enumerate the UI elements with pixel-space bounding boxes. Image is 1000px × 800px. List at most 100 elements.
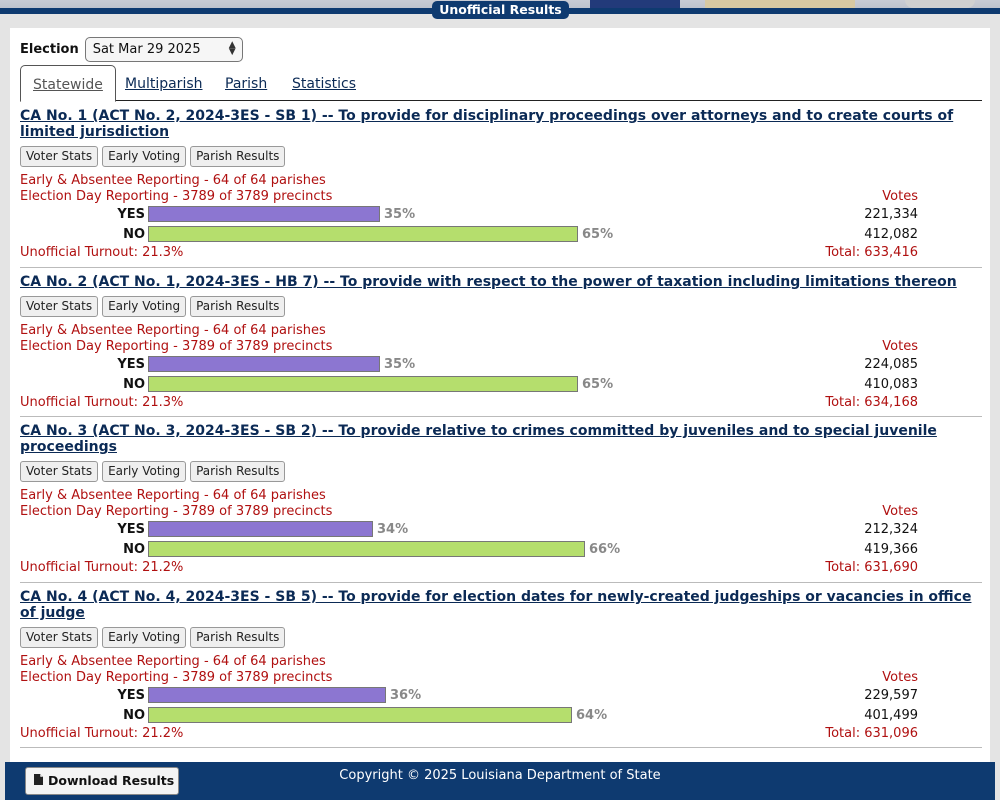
no-bar [148, 226, 578, 242]
tab-multiparish[interactable]: Multiparish [125, 76, 203, 92]
race-footer: Unofficial Turnout: 21.2% Total: 631,690 [20, 560, 982, 576]
select-arrows-icon: ▲ ▼ [228, 40, 236, 57]
election-day-reporting-status: Election Day Reporting - 3789 of 3789 pr… [20, 339, 333, 354]
race-title-link[interactable]: CA No. 2 (ACT No. 1, 2024-3ES - HB 7) --… [20, 274, 957, 290]
race-block: CA No. 2 (ACT No. 1, 2024-3ES - HB 7) --… [20, 274, 982, 411]
votes-column-header: Votes [882, 504, 918, 519]
unofficial-results-badge: Unofficial Results [432, 1, 569, 19]
turnout-text: Unofficial Turnout: 21.2% [20, 726, 184, 741]
race-title-link[interactable]: CA No. 4 (ACT No. 4, 2024-3ES - SB 5) --… [20, 589, 972, 621]
page-footer: Copyright © 2025 Louisiana Department of… [5, 762, 995, 800]
race-results: YES 36% 229,597 NO 64% 401,499 [20, 686, 982, 726]
result-row-no: NO 66% 419,366 [20, 540, 982, 560]
choice-no-label: NO [123, 708, 145, 723]
file-icon [34, 768, 44, 794]
no-votes: 412,082 [864, 227, 918, 242]
voter-stats-button[interactable]: Voter Stats [20, 461, 99, 482]
race-block: CA No. 4 (ACT No. 4, 2024-3ES - SB 5) --… [20, 589, 982, 742]
election-day-reporting-status: Election Day Reporting - 3789 of 3789 pr… [20, 504, 333, 519]
results-panel: Election Sat Mar 29 2025 ▲ ▼ Statewide Mu… [10, 28, 990, 762]
yes-percent: 34% [377, 522, 409, 537]
no-votes: 410,083 [864, 377, 918, 392]
no-bar [148, 376, 578, 392]
parish-results-button[interactable]: Parish Results [190, 627, 286, 648]
banner-decoration [905, 0, 975, 8]
yes-votes: 221,334 [864, 207, 918, 222]
choice-yes-label: YES [117, 688, 145, 703]
race-footer: Unofficial Turnout: 21.2% Total: 631,096 [20, 726, 982, 742]
choice-yes-label: YES [117, 357, 145, 372]
turnout-text: Unofficial Turnout: 21.3% [20, 395, 184, 410]
early-voting-button[interactable]: Early Voting [102, 146, 187, 167]
tab-parish[interactable]: Parish [225, 76, 268, 92]
early-voting-button[interactable]: Early Voting [102, 627, 187, 648]
total-votes: Total: 634,168 [825, 395, 918, 410]
early-reporting-status: Early & Absentee Reporting - 64 of 64 pa… [20, 488, 326, 503]
turnout-text: Unofficial Turnout: 21.2% [20, 560, 184, 575]
race-buttons: Voter Stats Early Voting Parish Results [20, 296, 982, 317]
total-votes: Total: 633,416 [825, 245, 918, 260]
election-day-reporting-status: Election Day Reporting - 3789 of 3789 pr… [20, 670, 333, 685]
total-votes: Total: 631,690 [825, 560, 918, 575]
race-footer: Unofficial Turnout: 21.3% Total: 634,168 [20, 395, 982, 411]
yes-bar [148, 206, 380, 222]
results-tabs: Statewide Multiparish Parish Statistics [20, 65, 982, 102]
early-reporting-status: Early & Absentee Reporting - 64 of 64 pa… [20, 323, 326, 338]
election-select[interactable]: Sat Mar 29 2025 ▲ ▼ [84, 36, 243, 62]
election-selector-row: Election Sat Mar 29 2025 ▲ ▼ [20, 36, 243, 62]
tab-statistics[interactable]: Statistics [292, 76, 356, 92]
no-percent: 64% [576, 708, 608, 723]
choice-yes-label: YES [117, 207, 145, 222]
voter-stats-button[interactable]: Voter Stats [20, 146, 99, 167]
download-results-button[interactable]: Download Results [25, 767, 179, 795]
yes-percent: 36% [390, 688, 422, 703]
race-divider [20, 267, 982, 268]
no-percent: 66% [589, 542, 621, 557]
download-results-label: Download Results [48, 773, 175, 788]
yes-percent: 35% [384, 357, 416, 372]
result-row-no: NO 65% 410,083 [20, 375, 982, 395]
result-row-yes: YES 34% 212,324 [20, 520, 982, 540]
banner-decoration [705, 0, 855, 8]
turnout-text: Unofficial Turnout: 21.3% [20, 245, 184, 260]
tab-statewide[interactable]: Statewide [20, 65, 116, 102]
no-percent: 65% [582, 377, 614, 392]
early-reporting-status: Early & Absentee Reporting - 64 of 64 pa… [20, 654, 326, 669]
election-day-reporting-status: Election Day Reporting - 3789 of 3789 pr… [20, 189, 333, 204]
yes-votes: 212,324 [864, 522, 918, 537]
copyright-text: Copyright © 2025 Louisiana Department of… [339, 768, 661, 783]
total-votes: Total: 631,096 [825, 726, 918, 741]
race-results: YES 35% 221,334 NO 65% 412,082 [20, 205, 982, 245]
race-block: CA No. 3 (ACT No. 3, 2024-3ES - SB 2) --… [20, 423, 982, 576]
choice-no-label: NO [123, 227, 145, 242]
race-title-link[interactable]: CA No. 1 (ACT No. 2, 2024-3ES - SB 1) --… [20, 108, 954, 140]
election-label: Election [20, 41, 79, 57]
votes-column-header: Votes [882, 189, 918, 204]
result-row-yes: YES 35% 224,085 [20, 355, 982, 375]
result-row-yes: YES 35% 221,334 [20, 205, 982, 225]
parish-results-button[interactable]: Parish Results [190, 461, 286, 482]
choice-yes-label: YES [117, 522, 145, 537]
race-title-link[interactable]: CA No. 3 (ACT No. 3, 2024-3ES - SB 2) --… [20, 423, 937, 455]
no-bar [148, 707, 572, 723]
race-buttons: Voter Stats Early Voting Parish Results [20, 461, 982, 482]
result-row-no: NO 65% 412,082 [20, 225, 982, 245]
votes-column-header: Votes [882, 670, 918, 685]
yes-votes: 224,085 [864, 357, 918, 372]
yes-bar [148, 687, 386, 703]
no-votes: 419,366 [864, 542, 918, 557]
race-divider [20, 747, 982, 748]
votes-column-header: Votes [882, 339, 918, 354]
choice-no-label: NO [123, 377, 145, 392]
race-footer: Unofficial Turnout: 21.3% Total: 633,416 [20, 245, 982, 261]
race-block: CA No. 1 (ACT No. 2, 2024-3ES - SB 1) --… [20, 108, 982, 261]
parish-results-button[interactable]: Parish Results [190, 146, 286, 167]
no-votes: 401,499 [864, 708, 918, 723]
early-voting-button[interactable]: Early Voting [102, 296, 187, 317]
voter-stats-button[interactable]: Voter Stats [20, 627, 99, 648]
early-voting-button[interactable]: Early Voting [102, 461, 187, 482]
parish-results-button[interactable]: Parish Results [190, 296, 286, 317]
race-results: YES 34% 212,324 NO 66% 419,366 [20, 520, 982, 560]
voter-stats-button[interactable]: Voter Stats [20, 296, 99, 317]
yes-percent: 35% [384, 207, 416, 222]
